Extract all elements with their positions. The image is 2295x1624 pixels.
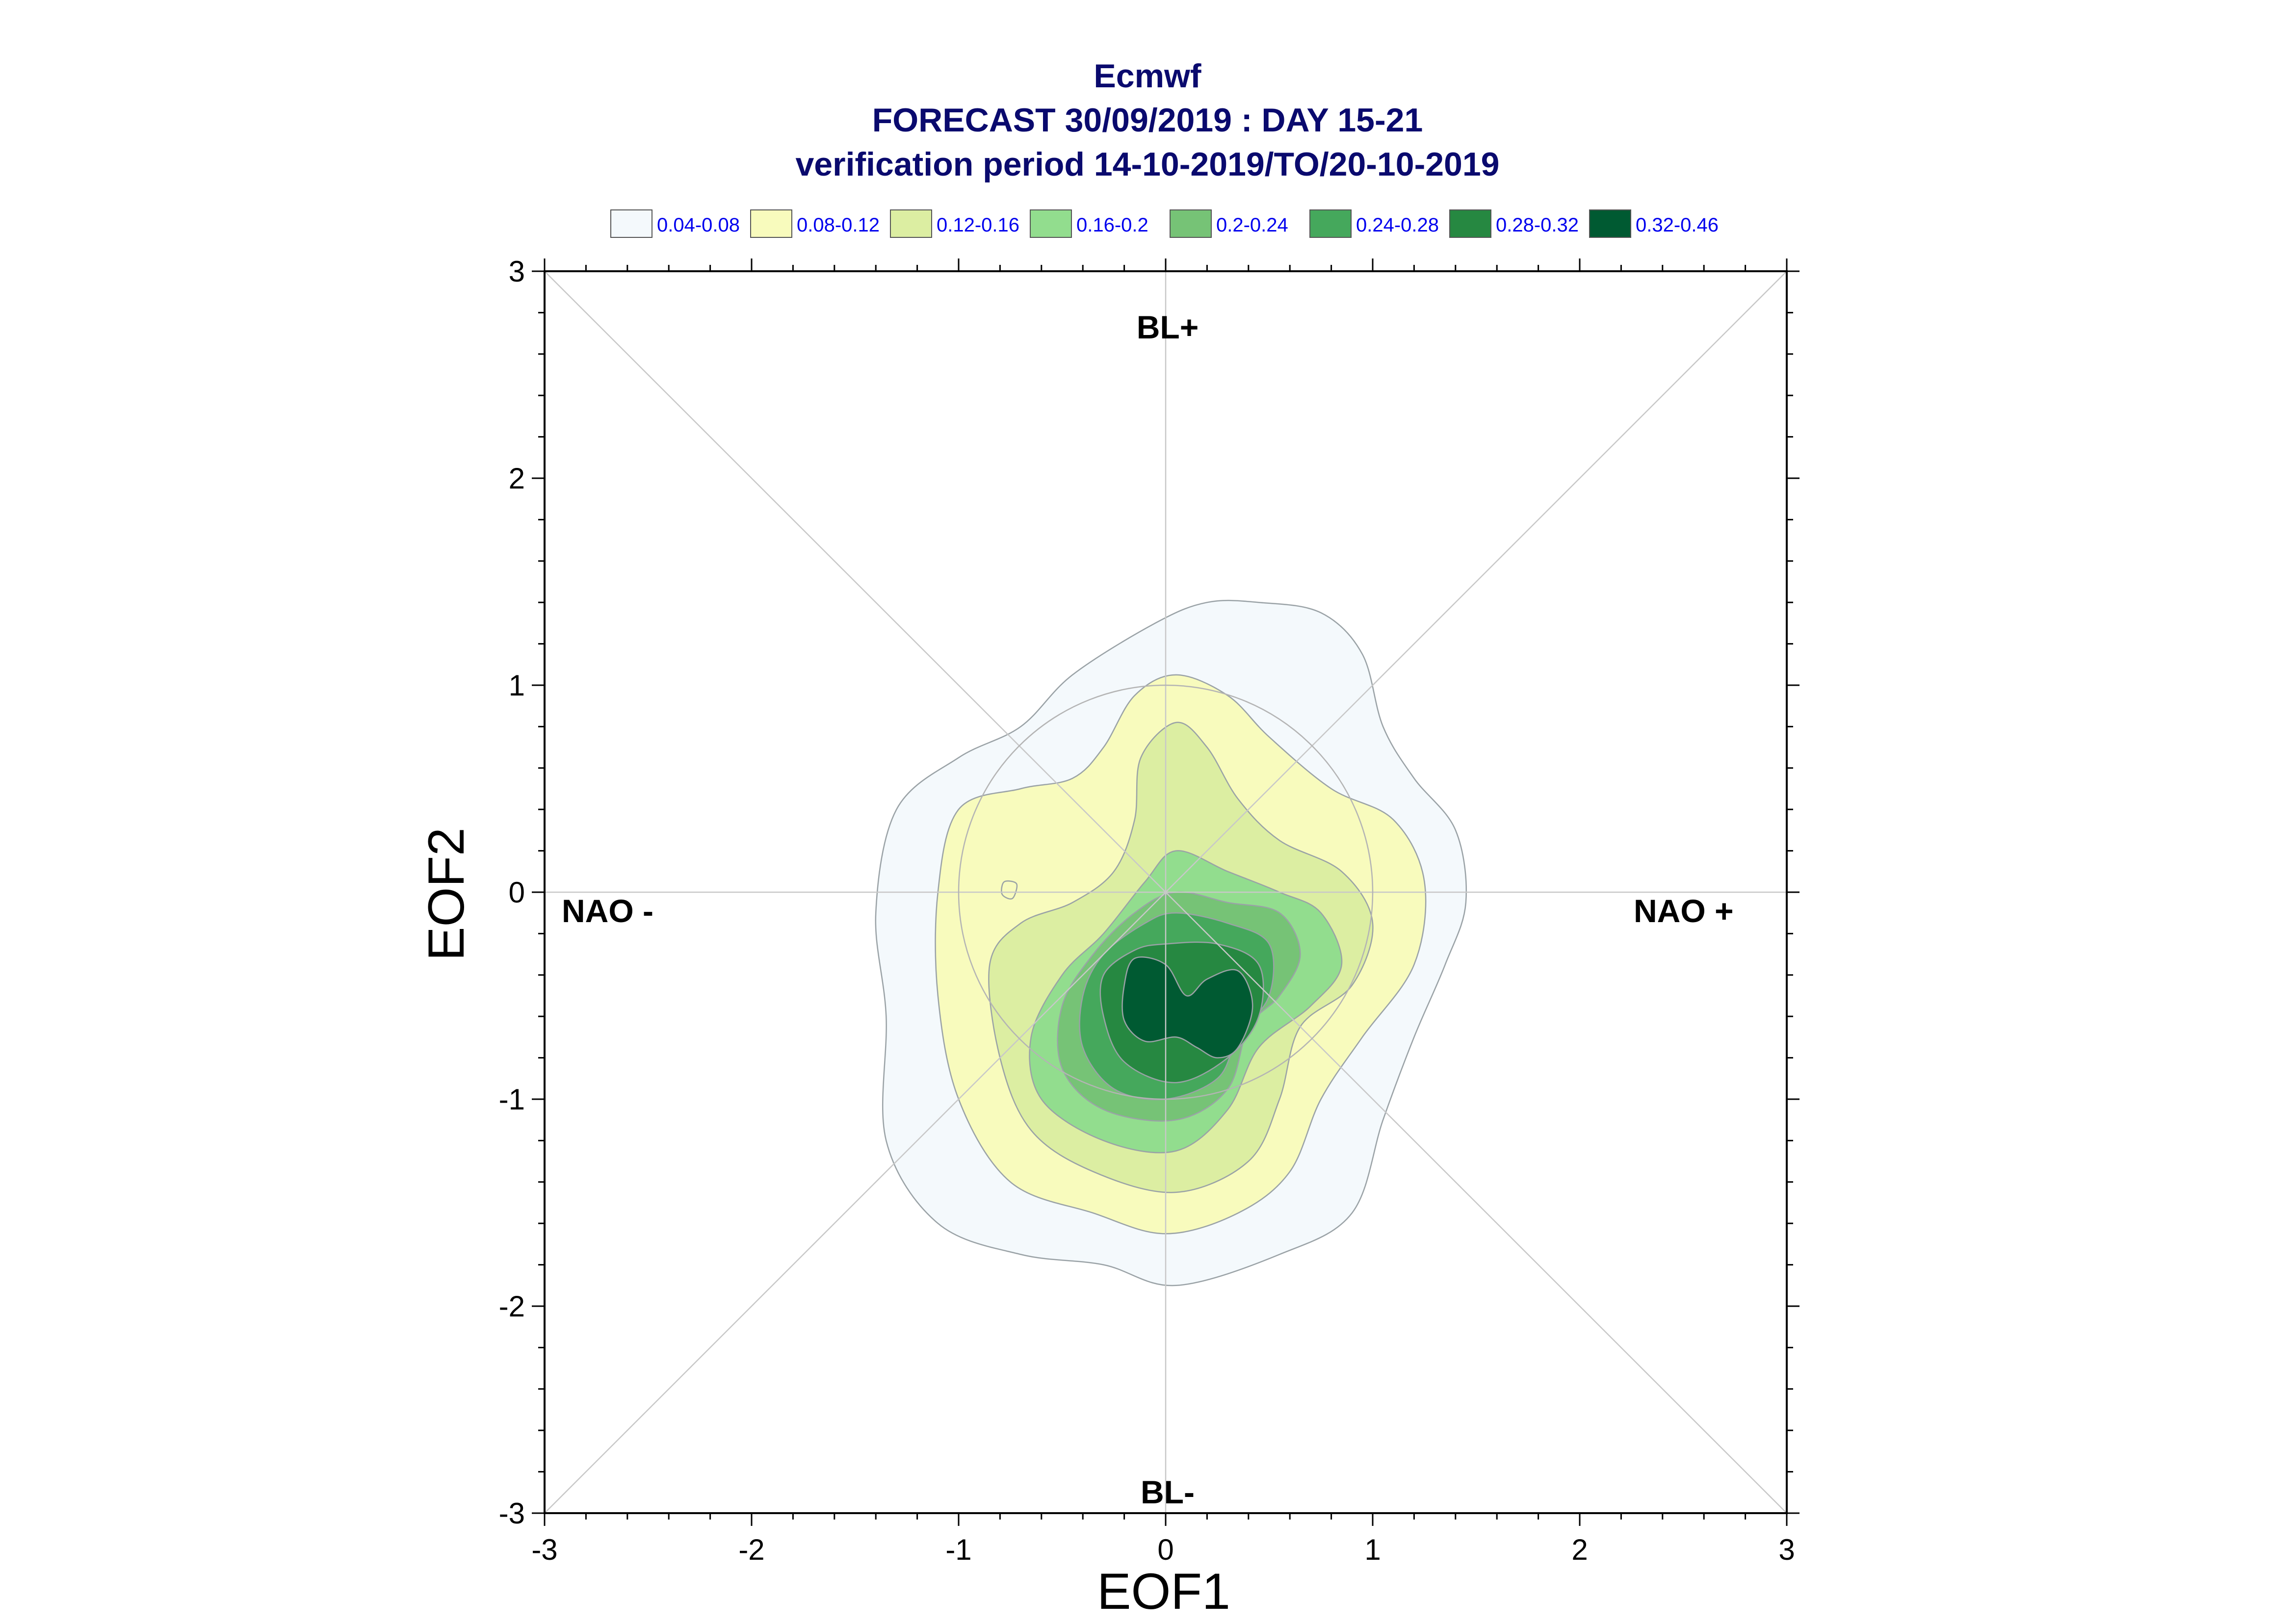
x-tick-label: 0 [1157, 1533, 1174, 1566]
x-axis-title: EOF1 [1097, 1563, 1230, 1620]
legend-swatch [610, 209, 652, 238]
y-tick-label: -2 [499, 1290, 525, 1323]
x-tick-label: 1 [1364, 1533, 1381, 1566]
region-label-bl-minus: BL- [1141, 1474, 1195, 1510]
contour-fills [875, 599, 1467, 1287]
legend-swatch [1309, 209, 1352, 238]
x-tick-label: -1 [945, 1533, 971, 1566]
axes: -3 -2 -1 0 1 2 3 -3 -2 -1 0 1 2 3 [499, 255, 1799, 1566]
legend-label: 0.16-0.2 [1076, 214, 1148, 236]
contour-level [1121, 956, 1253, 1058]
legend-label: 0.12-0.16 [937, 214, 1019, 236]
legend-swatch [1170, 209, 1212, 238]
chart-subtitle-forecast: FORECAST 30/09/2019 : DAY 15-21 [872, 102, 1423, 139]
region-label-bl-plus: BL+ [1137, 309, 1199, 345]
y-tick-label: 3 [509, 255, 525, 288]
legend-label: 0.24-0.28 [1356, 214, 1439, 236]
region-label-nao-plus: NAO + [1634, 893, 1734, 929]
chart-subtitle-verification: verification period 14-10-2019/TO/20-10-… [795, 146, 1499, 183]
legend-swatch [1030, 209, 1072, 238]
y-tick-label: 0 [509, 876, 525, 909]
legend-label: 0.32-0.46 [1636, 214, 1719, 236]
legend-label: 0.04-0.08 [657, 214, 740, 236]
y-tick-label: 2 [509, 462, 525, 495]
x-tick-label: 2 [1571, 1533, 1588, 1566]
y-tick-label: -3 [499, 1497, 525, 1530]
guide-lines [544, 271, 1787, 1514]
chart-title: Ecmwf [1094, 57, 1201, 95]
legend-swatch [1449, 209, 1491, 238]
x-tick-label: -2 [738, 1533, 764, 1566]
contour-level [1001, 880, 1018, 900]
legend-label: 0.28-0.32 [1496, 214, 1579, 236]
unit-circle [958, 684, 1374, 1100]
y-tick-label: 1 [509, 669, 525, 702]
legend-swatch [750, 209, 792, 238]
legend-swatch [890, 209, 932, 238]
legend: 0.04-0.08 0.08-0.12 0.12-0.16 0.16-0.2 0.2-0… [610, 209, 1719, 238]
region-label-nao-minus: NAO - [562, 893, 653, 929]
y-axis-title: EOF2 [418, 827, 475, 961]
x-tick-label: -3 [531, 1533, 557, 1566]
legend-swatch [1589, 209, 1631, 238]
plot-area: -3 -2 -1 0 1 2 3 -3 -2 -1 0 1 2 3 [499, 255, 1799, 1566]
y-tick-label: -1 [499, 1083, 525, 1116]
legend-label: 0.08-0.12 [797, 214, 880, 236]
legend-label: 0.2-0.24 [1216, 214, 1288, 236]
x-tick-label: 3 [1778, 1533, 1795, 1566]
